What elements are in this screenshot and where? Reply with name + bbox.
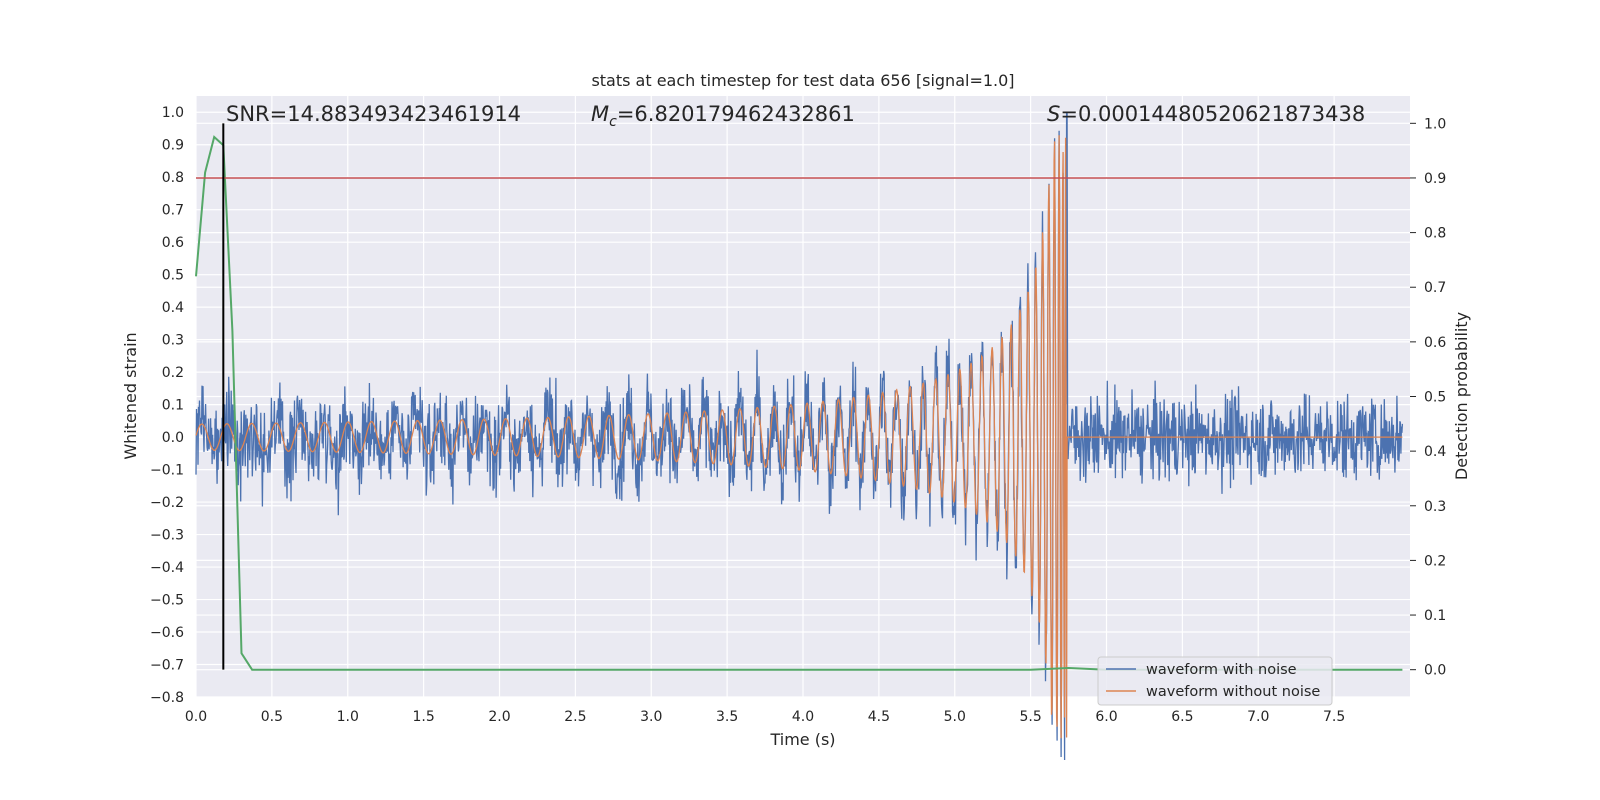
y-axis-label: Whitened strain — [121, 332, 140, 459]
x-tick-label: 0.0 — [185, 709, 207, 725]
y2-tick-label: 0.8 — [1424, 226, 1446, 242]
s-annotation: S=0.00014480520621873438 — [1047, 102, 1365, 126]
x-tick-label: 6.5 — [1171, 709, 1193, 725]
y-tick-label: 0.1 — [162, 398, 184, 414]
x-tick-label: 2.5 — [564, 709, 586, 725]
y2-tick-label: 0.6 — [1424, 335, 1446, 351]
y-tick-label: −0.4 — [150, 560, 184, 576]
y-tick-label: −0.6 — [150, 625, 184, 641]
x-tick-label: 3.0 — [640, 709, 662, 725]
legend-label-clean: waveform without noise — [1146, 684, 1320, 700]
y-tick-label: 0.9 — [162, 138, 184, 154]
legend-box — [1097, 656, 1333, 706]
y-tick-label: 0.2 — [162, 365, 184, 381]
chirp-mass-symbol: M — [591, 102, 609, 126]
s-symbol: S — [1047, 102, 1060, 126]
x-tick-label: 3.5 — [716, 709, 738, 725]
s-value: =0.00014480520621873438 — [1060, 102, 1365, 126]
y-tick-label: −0.5 — [150, 593, 184, 609]
x-tick-label: 4.0 — [792, 709, 814, 725]
x-tick-label: 2.0 — [488, 709, 510, 725]
y2-tick-label: 0.7 — [1424, 280, 1446, 296]
y-tick-label: 0.0 — [162, 430, 184, 446]
y2-tick-label: 0.3 — [1424, 499, 1446, 515]
y2-tick-label: 0.1 — [1424, 608, 1446, 624]
y-tick-label: −0.2 — [150, 495, 184, 511]
x-tick-label: 0.5 — [261, 709, 283, 725]
series-waveform-without-noise — [195, 135, 1403, 739]
y-tick-label: 0.3 — [162, 333, 184, 349]
x-tick-label: 5.0 — [944, 709, 966, 725]
y-tick-label: −0.7 — [150, 658, 184, 674]
y2-tick-label: 0.5 — [1424, 390, 1446, 406]
y2-tick-label: 0.2 — [1424, 553, 1446, 569]
y-tick-label: 0.5 — [162, 268, 184, 284]
x-tick-label: 1.0 — [337, 709, 359, 725]
y-tick-label: 0.8 — [162, 170, 184, 186]
x-tick-label: 5.5 — [1019, 709, 1041, 725]
x-tick-label: 4.5 — [868, 709, 890, 725]
x-axis-label: Time (s) — [769, 730, 835, 749]
x-tick-label: 6.0 — [1095, 709, 1117, 725]
waveform-with-noise-line — [195, 111, 1404, 761]
waveform-without-noise-line — [195, 135, 1403, 739]
series-waveform-with-noise — [195, 111, 1404, 761]
snr-annotation: SNR=14.883493423461914 — [226, 102, 521, 126]
reference-lines — [196, 123, 1410, 670]
x-tick-label: 7.0 — [1247, 709, 1269, 725]
chirp-mass-annotation: Mc=6.820179462432861 — [591, 102, 855, 130]
x-tick-label: 7.5 — [1323, 709, 1345, 725]
x-tick-labels: 0.0 0.5 1.0 1.5 2.0 2.5 3.0 3.5 4.0 4.5 5.0 5.5 6.0 6… — [185, 709, 1345, 725]
y-tick-label: −0.1 — [150, 463, 184, 479]
y-tick-labels: −0.8 −0.7 −0.6 −0.5 −0.4 −0.3 −0.2 −0.1 0.0 0.1 0.… — [150, 105, 184, 706]
x-tick-label: 1.5 — [412, 709, 434, 725]
y-tick-label: 0.7 — [162, 203, 184, 219]
y2-tick-label: 0.4 — [1424, 444, 1446, 460]
y2-tick-label: 0.0 — [1424, 663, 1446, 679]
y-tick-label: 0.4 — [162, 300, 184, 316]
plot-area — [195, 111, 1410, 761]
legend-label-noise: waveform with noise — [1146, 662, 1297, 678]
y2-tick-label: 1.0 — [1424, 116, 1446, 132]
legend: waveform with noise waveform without noi… — [1097, 656, 1333, 706]
y-tick-label: −0.8 — [150, 690, 184, 706]
y2-tick-labels: 0.0 0.1 0.2 0.3 0.4 0.5 0.6 0.7 0.8 0.9 1.0 — [1410, 116, 1446, 679]
chirp-mass-subscript: c — [609, 114, 617, 130]
chart-title: stats at each timestep for test data 656… — [591, 71, 1014, 90]
y2-axis-label: Detection probability — [1452, 312, 1471, 480]
series-detection-probability — [195, 135, 1403, 671]
y-tick-label: 0.6 — [162, 235, 184, 251]
y-tick-label: −0.3 — [150, 528, 184, 544]
detection-probability-line — [195, 135, 1403, 671]
chirp-mass-value: =6.820179462432861 — [617, 102, 855, 126]
y-tick-label: 1.0 — [162, 105, 184, 121]
y2-tick-label: 0.9 — [1424, 171, 1446, 187]
